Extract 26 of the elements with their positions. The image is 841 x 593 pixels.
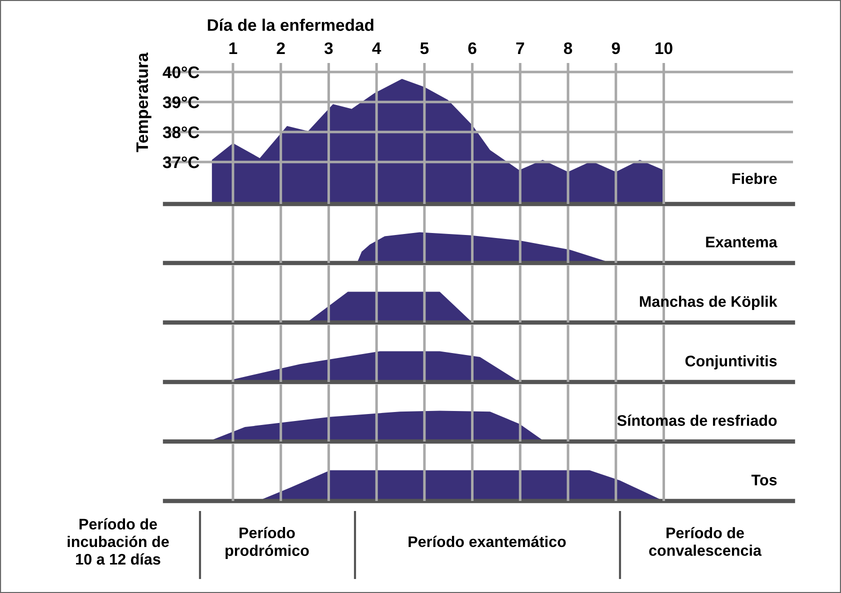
- text: Exantema: [706, 236, 778, 248]
- y-tick-label: 39°C: [162, 96, 200, 108]
- y-tick-label: 40°C: [162, 66, 200, 78]
- text: Fiebre: [732, 172, 777, 184]
- y-axis-title: Temperatura: [136, 52, 152, 152]
- y-tick-label: 37°C: [162, 156, 200, 168]
- text: Conjuntivitis: [685, 355, 777, 370]
- text: Período de incubación de 10 a 12 días: [68, 518, 169, 565]
- text: Síntomas de resfriado: [617, 414, 777, 426]
- x-tick-label: 9: [612, 42, 620, 54]
- x-axis-title: Día de la enfermedad: [208, 18, 374, 31]
- x-tick-label: 10: [656, 42, 672, 54]
- text: Tos: [751, 474, 777, 486]
- x-tick-label: 3: [324, 42, 333, 54]
- y-tick-label: 38°C: [162, 126, 200, 138]
- text: Manchas de Köplik: [640, 296, 778, 310]
- x-tick-label: 7: [516, 42, 524, 54]
- text: Período exantemático: [408, 536, 566, 548]
- x-tick-label: 4: [372, 42, 382, 54]
- x-tick-label: 5: [420, 42, 429, 54]
- x-tick-label: 1: [229, 42, 238, 54]
- x-tick-label: 6: [468, 42, 476, 54]
- x-tick-label: 2: [276, 42, 285, 54]
- x-tick-label: 8: [564, 42, 572, 54]
- text: Período prodrómico: [226, 526, 309, 559]
- text: Período de convalescencia: [649, 526, 762, 556]
